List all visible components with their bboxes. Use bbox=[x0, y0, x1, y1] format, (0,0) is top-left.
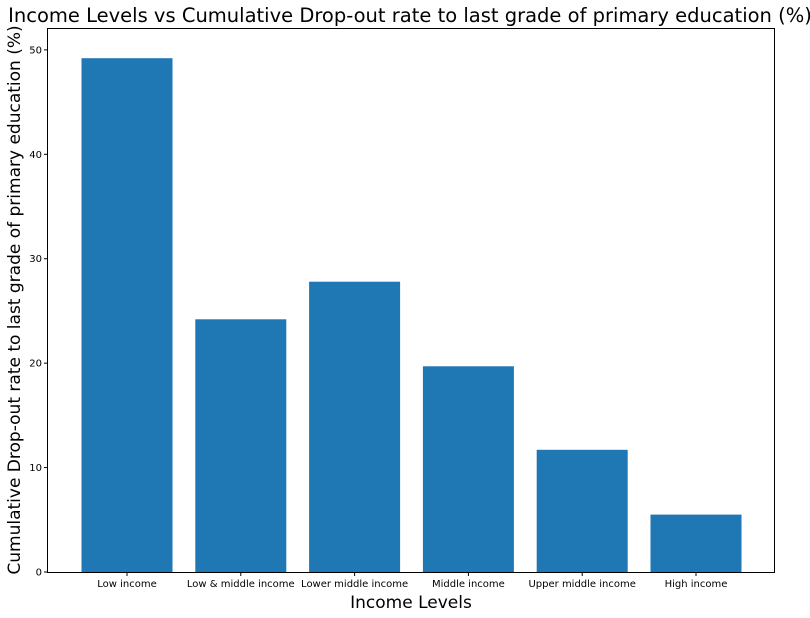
y-axis: 0 10 20 30 40 50 bbox=[29, 45, 48, 579]
bar-2 bbox=[309, 281, 401, 572]
bars-group bbox=[81, 58, 742, 572]
x-tick-label-0: Low income bbox=[97, 579, 157, 590]
bar-1 bbox=[195, 319, 287, 572]
x-tick-label-3: Middle income bbox=[432, 579, 505, 590]
x-axis: Low income Low & middle income Lower middl… bbox=[97, 572, 727, 590]
x-tick-label-1: Low & middle income bbox=[187, 579, 295, 590]
y-tick-label-2: 20 bbox=[29, 359, 42, 370]
y-tick-label-0: 0 bbox=[36, 568, 42, 579]
x-tick-label-4: Upper middle income bbox=[528, 579, 635, 590]
y-axis-label: Cumulative Drop-out rate to last grade o… bbox=[5, 25, 25, 574]
x-tick-label-2: Lower middle income bbox=[301, 579, 408, 590]
chart-title: Income Levels vs Cumulative Drop-out rat… bbox=[8, 4, 810, 27]
y-tick-label-3: 30 bbox=[29, 254, 42, 265]
y-tick-label-5: 50 bbox=[29, 45, 42, 56]
y-tick-label-4: 40 bbox=[29, 150, 42, 161]
bar-0 bbox=[81, 58, 173, 572]
bar-5 bbox=[650, 514, 742, 572]
plot-frame bbox=[47, 28, 775, 573]
x-axis-label: Income Levels bbox=[350, 593, 472, 613]
x-tick-label-5: High income bbox=[665, 579, 728, 590]
bar-4 bbox=[536, 449, 628, 572]
bar-3 bbox=[422, 366, 514, 572]
y-tick-label-1: 10 bbox=[29, 463, 42, 474]
